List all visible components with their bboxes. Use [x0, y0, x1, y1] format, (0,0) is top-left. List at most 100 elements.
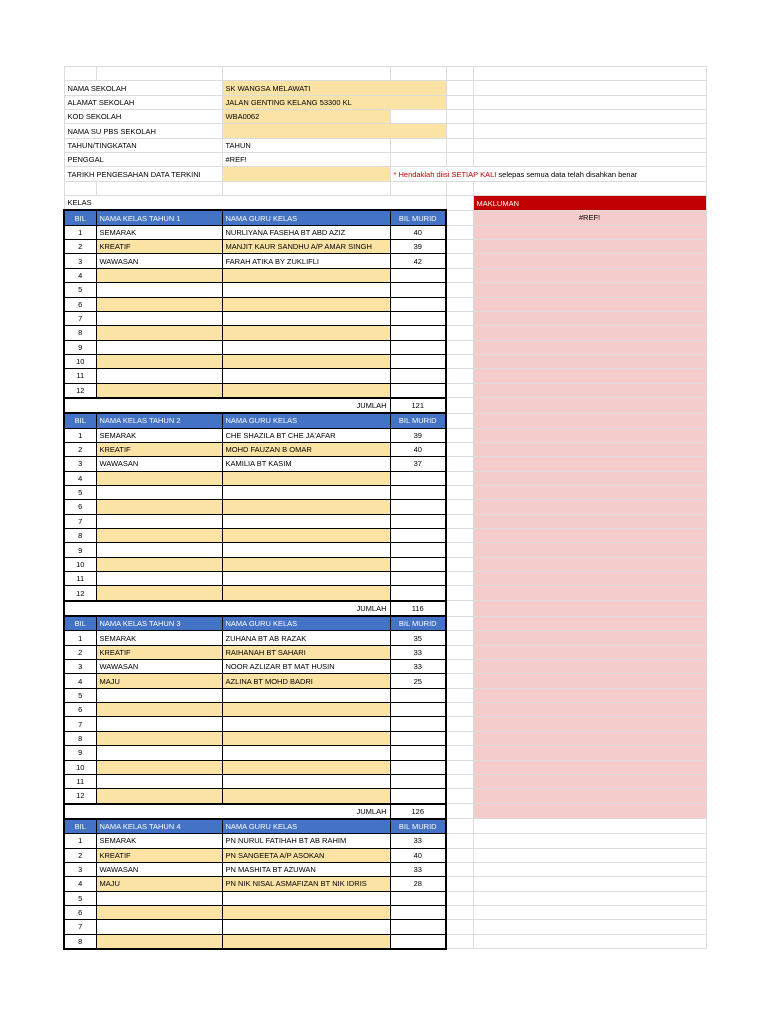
- info-value: TAHUN: [221, 137, 391, 154]
- student-count: [389, 890, 447, 906]
- cell: [445, 368, 474, 384]
- sheet-row: [63, 180, 707, 197]
- sheet-row: 10: [63, 759, 707, 775]
- sheet-row: 1 SEMARAK CHE SHAZILA BT CHE JA'AFAR 39: [63, 427, 707, 443]
- sheet-row: 1 SEMARAK NURLIYANA FASEHA BT ABD AZIZ 40: [63, 224, 707, 241]
- student-count: [389, 484, 447, 501]
- cell: [472, 267, 707, 284]
- sheet-row: NAMA SU PBS SEKOLAH: [63, 123, 707, 139]
- cell: [445, 282, 474, 298]
- sheet-row: NAMA SEKOLAH SK WANGSA MELAWATI: [63, 80, 707, 96]
- cell: [221, 180, 391, 197]
- sheet-row: 4: [63, 267, 707, 284]
- teacher-name: [221, 513, 391, 530]
- cell: [445, 600, 474, 617]
- student-count: [389, 933, 447, 950]
- cell: [445, 224, 474, 241]
- cell: [472, 571, 707, 587]
- cell: [472, 600, 707, 617]
- class-name: [95, 716, 223, 732]
- row-number: 2: [63, 441, 97, 458]
- cell: [445, 527, 474, 544]
- sheet-row: 8: [63, 325, 707, 341]
- row-number: 8: [63, 933, 97, 950]
- teacher-name: PN MASHITA BT AZUWAN: [221, 861, 391, 878]
- cell: [95, 65, 223, 82]
- info-label: TAHUN/TINGKATAN: [63, 137, 223, 154]
- student-count: [389, 687, 447, 704]
- table-header: NAMA GURU KELAS: [221, 817, 391, 835]
- row-number: 10: [63, 353, 97, 370]
- cell: [389, 180, 447, 197]
- sheet-row: 2 KREATIF RAIHANAH BT SAHARI 33: [63, 644, 707, 661]
- cell: [63, 65, 97, 82]
- student-count: [389, 556, 447, 573]
- teacher-name: [221, 353, 391, 370]
- row-number: 4: [63, 267, 97, 284]
- teacher-name: [221, 470, 391, 486]
- sheet-row: TAHUN/TINGKATAN TAHUN: [63, 137, 707, 154]
- info-value: SK WANGSA MELAWATI: [221, 80, 447, 96]
- cell: [445, 427, 474, 443]
- row-number: 1: [63, 833, 97, 849]
- sheet-row: 2 KREATIF PN SANGEETA A/P ASOKAN 40: [63, 847, 707, 863]
- sheet-row: 12: [63, 585, 707, 602]
- cell: [389, 152, 447, 168]
- cell: [472, 556, 707, 573]
- cell: [472, 239, 707, 255]
- cell: [472, 296, 707, 312]
- cell: [445, 499, 474, 515]
- sheet-row: 4 MAJU PN NIK NISAL ASMAFIZAN BT NIK IDRIS…: [63, 876, 707, 892]
- teacher-name: RAIHANAH BT SAHARI: [221, 644, 391, 661]
- cell: [445, 585, 474, 602]
- cell: [445, 542, 474, 558]
- cell: [445, 571, 474, 587]
- sheet-row: 1 SEMARAK PN NURUL FATIHAH BT AB RAHIM 33: [63, 833, 707, 849]
- class-name: [95, 527, 223, 544]
- spreadsheet: NAMA SEKOLAH SK WANGSA MELAWATI ALAMAT SEK…: [63, 65, 707, 950]
- cell: [445, 788, 474, 805]
- teacher-name: [221, 571, 391, 587]
- table-header: NAMA KELAS TAHUN 3: [95, 615, 223, 632]
- table-header: BIL MURID: [389, 209, 447, 226]
- makluman-value: #REF!: [472, 209, 707, 226]
- class-name: [95, 296, 223, 312]
- table-header: BIL: [63, 209, 97, 226]
- cell: [445, 94, 474, 111]
- class-name: [95, 484, 223, 501]
- info-value: #REF!: [221, 152, 391, 168]
- row-number: 2: [63, 239, 97, 255]
- cell: [472, 484, 707, 501]
- cell: [472, 876, 707, 892]
- class-name: [95, 933, 223, 950]
- teacher-name: [221, 933, 391, 950]
- cell: [389, 137, 447, 154]
- info-value: [221, 123, 447, 139]
- cell: [472, 353, 707, 370]
- student-count: [389, 470, 447, 486]
- cell: [445, 195, 474, 211]
- row-number: 4: [63, 470, 97, 486]
- cell: [445, 441, 474, 458]
- cell: [445, 876, 474, 892]
- cell: [445, 470, 474, 486]
- class-name: WAWASAN: [95, 253, 223, 269]
- note-text: selepas semua data telah disahkan benar: [496, 169, 638, 179]
- sheet-row: 4: [63, 470, 707, 486]
- row-number: 1: [63, 224, 97, 241]
- student-count: 40: [389, 441, 447, 458]
- row-number: 3: [63, 253, 97, 269]
- student-count: [389, 499, 447, 515]
- sheet-row: 5: [63, 484, 707, 501]
- cell: [472, 919, 707, 935]
- total-value: 126: [389, 802, 447, 820]
- sheet-row: 9: [63, 542, 707, 558]
- teacher-name: AZLINA BT MOHD BADRI: [221, 673, 391, 689]
- sheet-row: 9: [63, 745, 707, 761]
- total-label: JUMLAH: [63, 802, 391, 820]
- teacher-name: [221, 382, 391, 399]
- cell: [472, 630, 707, 646]
- total-value: 116: [389, 599, 447, 618]
- makluman-title: MAKLUMAN: [472, 195, 707, 211]
- row-number: 6: [63, 499, 97, 515]
